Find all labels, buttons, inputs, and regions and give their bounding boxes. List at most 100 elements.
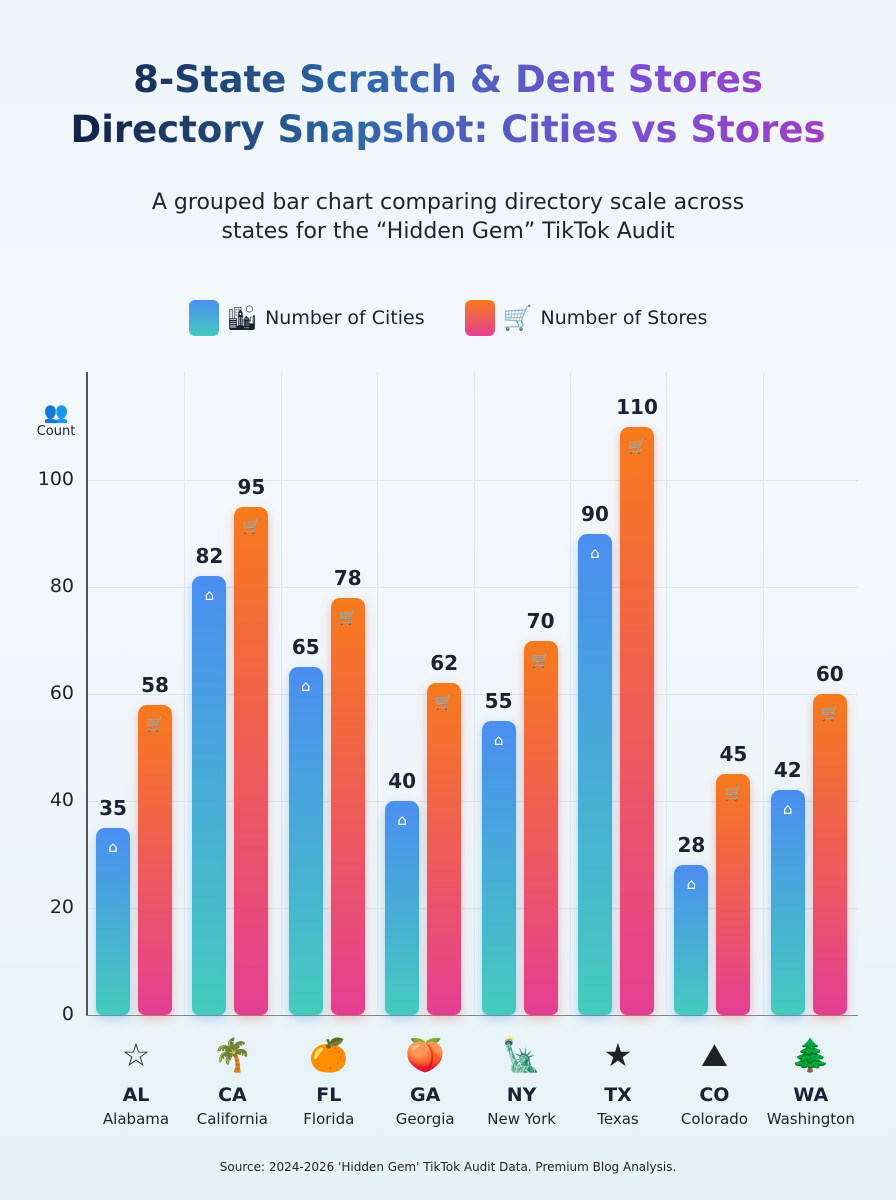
y-tick-label: 40 (49, 789, 74, 811)
city-pin-icon: ⌂ (493, 730, 504, 749)
y-axis-label-text: Count (36, 424, 76, 439)
gridline-x (570, 372, 571, 1015)
data-label: 95 (237, 474, 266, 499)
legend-label-cities: Number of Cities (265, 307, 425, 329)
data-label: 70 (526, 608, 555, 633)
x-category-name: Florida (303, 1110, 355, 1128)
x-tick-label: WA (793, 1084, 829, 1106)
x-tick-label: GA (410, 1084, 441, 1106)
legend: 🏙 Number of Cities 🛒 Number of Stores (0, 300, 896, 336)
bar-stores (330, 597, 365, 1015)
title-line-1: 8-State Scratch & Dent Stores (133, 58, 763, 101)
city-pin-icon: ⌂ (108, 837, 118, 856)
x-category-name: Alabama (102, 1110, 170, 1128)
shopping-cart-icon: 🛒 (145, 714, 165, 733)
gridline-x (377, 372, 379, 1015)
bar-stores (234, 506, 269, 1015)
legend-label-stores: Number of Stores (540, 307, 708, 329)
x-category-name: Texas (597, 1110, 639, 1128)
x-tick-label: FL (316, 1084, 342, 1106)
x-tick-label: CA (218, 1084, 247, 1106)
apple-tree-icon: 🌲 (790, 1036, 831, 1074)
x-tick-label: AL (122, 1084, 150, 1106)
bar-stores (716, 774, 751, 1015)
bar-stores (523, 640, 558, 1015)
x-category-name: Washington (766, 1110, 855, 1128)
city-pin-icon: ⌂ (590, 543, 600, 562)
data-label: 110 (616, 394, 658, 419)
title-line-2: Directory Snapshot: Cities vs Stores (70, 108, 826, 151)
gridline-y (88, 587, 858, 588)
data-label: 35 (99, 795, 127, 820)
city-pin-icon: ⌂ (783, 800, 793, 819)
gridline-x (762, 372, 764, 1015)
gridline-y (88, 801, 858, 802)
data-label: 62 (430, 651, 459, 676)
shopping-cart-icon: 🛒 (627, 436, 647, 455)
gridline-x (473, 372, 475, 1015)
y-tick-label: 80 (49, 575, 74, 597)
data-label: 60 (815, 662, 844, 686)
shopping-cart-icon: 🛒 (820, 704, 840, 722)
gridline-x (280, 372, 282, 1015)
bar-cities (288, 667, 323, 1015)
bar-stores (427, 683, 462, 1015)
x-tick-label: TX (604, 1084, 632, 1106)
city-pin-icon: ⌂ (301, 677, 311, 696)
gridline-x (666, 372, 668, 1015)
gridline-y (88, 908, 858, 909)
shopping-cart-icon: 🛒 (502, 304, 533, 332)
city-pin-icon: ⌂ (397, 811, 407, 829)
y-axis-line (86, 372, 88, 1016)
gridline-y (88, 480, 858, 481)
legend-item-cities: 🏙 Number of Cities (188, 300, 425, 336)
bar-cities (192, 576, 227, 1015)
bar-cities (385, 801, 420, 1015)
data-label: 55 (484, 688, 513, 713)
x-category-name: New York (487, 1110, 556, 1128)
alabama-map-icon: ☆ (121, 1036, 151, 1074)
x-tick-label: CO (699, 1084, 730, 1106)
data-label: 90 (581, 501, 609, 526)
bar-cities (481, 720, 516, 1015)
x-category: ⛰ CO Colorado (666, 1030, 762, 1128)
x-category-name: California (196, 1110, 268, 1128)
data-label: 58 (141, 672, 169, 697)
y-tick-label: 20 (49, 896, 74, 918)
chart-subtitle: A grouped bar chart comparing directory … (0, 188, 896, 246)
data-label: 45 (719, 742, 748, 767)
bar-cities (770, 790, 805, 1015)
bar-stores (138, 704, 172, 1015)
bar-stores (620, 426, 654, 1015)
x-category: 🗽 NY New York (474, 1030, 570, 1128)
gridline-x (184, 372, 186, 1015)
y-axis-label: 👥 Count (30, 400, 82, 439)
legend-swatch-cities (188, 300, 219, 336)
bar-cities (674, 865, 709, 1015)
shopping-cart-icon: 🛒 (724, 784, 743, 803)
shopping-cart-icon: 🛒 (338, 607, 358, 626)
x-tick-label: NY (506, 1084, 537, 1106)
legend-item-stores: 🛒 Number of Stores (464, 300, 708, 336)
data-label: 65 (291, 635, 320, 660)
city-pin-icon: ⌂ (204, 586, 215, 605)
subtitle-line-1: A grouped bar chart comparing directory … (151, 190, 745, 215)
shopping-cart-icon: 🛒 (531, 650, 550, 669)
x-category: 🍊 FL Florida (281, 1030, 377, 1128)
legend-swatch-stores (464, 300, 495, 336)
x-category-name: Colorado (680, 1110, 748, 1128)
x-category: 🌴 CA California (184, 1030, 280, 1128)
shopping-cart-icon: 🛒 (434, 693, 454, 712)
data-label: 78 (333, 565, 362, 590)
palm-sun-icon: 🌴 (212, 1036, 253, 1074)
orange-florida-icon: 🍊 (308, 1036, 349, 1074)
bar-cities (578, 533, 612, 1015)
x-category: 🍑 GA Georgia (377, 1030, 473, 1128)
statue-of-liberty-icon: 🗽 (501, 1036, 542, 1074)
texas-map-icon: ★ (603, 1036, 633, 1074)
chart-title: 8-State Scratch & Dent Stores Directory … (0, 55, 896, 155)
y-tick-label: 0 (61, 1003, 74, 1025)
data-label: 28 (677, 833, 706, 858)
x-axis-line (86, 1015, 858, 1016)
people-icon: 👥 (43, 400, 69, 424)
